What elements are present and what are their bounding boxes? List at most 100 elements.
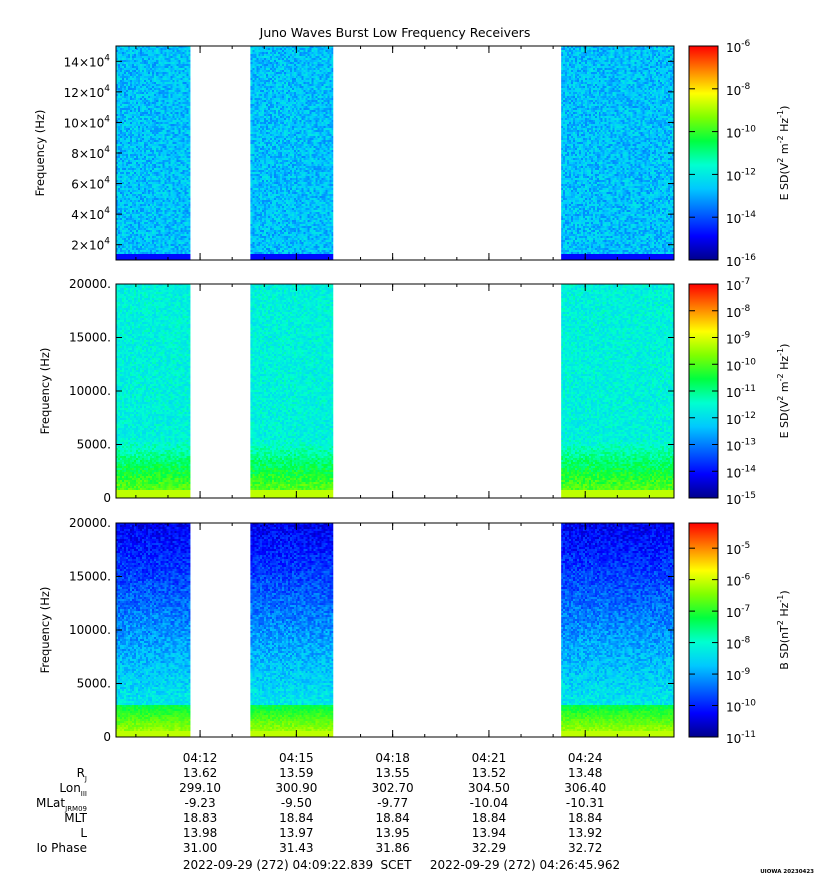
ephemeris-row-label: Io Phase xyxy=(36,841,87,855)
colorbar-middle: 10-7 10-8 10-9 10-10 10-11 10-12 10-13 10-14 10-… xyxy=(688,277,791,507)
colorbar-tick-label: 10-5 xyxy=(726,541,750,557)
colorbar-tick-label: 10-11 xyxy=(726,730,756,746)
colorbar-tick-label: 10-7 xyxy=(726,604,750,620)
ephemeris-value: 32.72 xyxy=(568,841,602,855)
spectrogram-segment-3 xyxy=(561,46,674,260)
ephemeris-row-label: MLT xyxy=(64,811,87,825)
time-tick-label: 04:12 xyxy=(183,751,218,765)
colorbar-tick-label: 10-12 xyxy=(726,411,756,427)
spectrogram-panel-bottom: 0 5000. 10000. 15000. 20000. Frequency (Hz) 10… xyxy=(38,516,791,746)
ephemeris-row-label: MLatJRM09 xyxy=(36,796,87,813)
y-tick-label: 20000. xyxy=(69,516,111,530)
ephemeris-value: 13.97 xyxy=(279,826,313,840)
ephemeris-row: RJ 13.62 13.59 13.55 13.52 13.48 xyxy=(77,766,603,783)
y-tick-label: 8×104 xyxy=(71,145,110,161)
ephemeris-value: 18.84 xyxy=(375,811,409,825)
y-tick-label: 14×104 xyxy=(64,53,111,69)
colorbar-tick-label: 10-10 xyxy=(726,125,756,141)
y-axis-label: Frequency (Hz) xyxy=(38,587,52,674)
ephemeris-value: -10.31 xyxy=(566,796,605,810)
ephemeris-value: 302.70 xyxy=(372,781,414,795)
colorbar-tick-label: 10-8 xyxy=(726,82,751,98)
ephemeris-value: 18.84 xyxy=(472,811,506,825)
ephemeris-value: -9.50 xyxy=(281,796,312,810)
ephemeris-value: 13.92 xyxy=(568,826,602,840)
colorbar-tick-label: 10-16 xyxy=(726,253,756,269)
ephemeris-value: 32.29 xyxy=(472,841,506,855)
ephemeris-value: 304.50 xyxy=(468,781,510,795)
spectrogram-panel-middle: 0 5000. 10000. 15000. 20000. Frequency (Hz) 10… xyxy=(38,277,791,507)
y-tick-label: 2×104 xyxy=(71,237,110,253)
ephemeris-row-label: L xyxy=(80,826,87,840)
y-tick-label: 15000. xyxy=(69,570,111,584)
colorbar-gradient xyxy=(688,45,719,261)
ephemeris-value: 13.59 xyxy=(279,766,313,780)
colorbar-tick-label: 10-9 xyxy=(726,667,751,683)
time-tick-label: 04:15 xyxy=(279,751,314,765)
colorbar-label: E SD(V2 m-2 Hz-1) xyxy=(776,344,791,439)
spectrogram-segment-2 xyxy=(250,46,334,260)
ephemeris-value: 13.95 xyxy=(375,826,409,840)
colorbar-gradient xyxy=(688,522,719,738)
spectrogram-segment-3 xyxy=(561,523,674,737)
colorbar-tick-label: 10-14 xyxy=(726,210,756,226)
colorbar-tick-label: 10-7 xyxy=(726,277,750,293)
ephemeris-table: RJ 13.62 13.59 13.55 13.52 13.48 LonIII 299.10 3… xyxy=(36,766,606,855)
ephemeris-row: MLT 18.83 18.84 18.84 18.84 18.84 xyxy=(64,811,602,825)
colorbar-top: 10-6 10-8 10-10 10-12 10-14 10-16 E SD(V2 m-2 … xyxy=(688,39,791,269)
ephemeris-value: 299.10 xyxy=(179,781,221,795)
colorbar-tick-label: 10-12 xyxy=(726,167,756,183)
y-tick-label: 0 xyxy=(103,730,111,744)
ephemeris-value: -9.23 xyxy=(185,796,216,810)
spectrogram-segment-1 xyxy=(116,523,191,737)
footer: 2022-09-29 (272) 04:09:22.839 SCET 2022-… xyxy=(183,858,814,875)
spectrogram-segment-3 xyxy=(561,284,674,498)
y-tick-label: 15000. xyxy=(69,331,111,345)
ephemeris-row: Io Phase 31.00 31.43 31.86 32.29 32.72 xyxy=(36,841,602,855)
ephemeris-value: 13.55 xyxy=(375,766,409,780)
y-tick-label: 0 xyxy=(103,491,111,505)
ephemeris-value: 300.90 xyxy=(275,781,317,795)
colorbar-label: B SD(nT2 Hz-1) xyxy=(776,590,791,669)
spectrogram-segment-2 xyxy=(250,284,334,498)
footer-scet-label: SCET xyxy=(381,858,413,872)
ephemeris-value: 306.40 xyxy=(564,781,606,795)
y-tick-label: 12×104 xyxy=(64,84,111,100)
ephemeris-row: MLatJRM09 -9.23 -9.50 -9.77 -10.04 -10.31 xyxy=(36,796,605,813)
footer-start-time: 2022-09-29 (272) 04:09:22.839 xyxy=(183,858,373,872)
ephemeris-value: 18.83 xyxy=(183,811,217,825)
colorbar-tick-label: 10-14 xyxy=(726,464,756,480)
ephemeris-row-label: RJ xyxy=(77,766,87,783)
ephemeris-value: 31.86 xyxy=(375,841,409,855)
time-tick-label: 04:18 xyxy=(375,751,410,765)
ephemeris-value: 13.94 xyxy=(472,826,506,840)
colorbar-tick-label: 10-10 xyxy=(726,699,756,715)
colorbar-label: E SD(V2 m-2 Hz-1) xyxy=(776,106,791,201)
spectrogram-panel-top: 2×104 4×104 6×104 8×104 10×104 12×104 14×104 Fr… xyxy=(33,39,791,269)
y-tick-label: 4×104 xyxy=(71,206,110,222)
ephemeris-value: 13.98 xyxy=(183,826,217,840)
colorbar-tick-label: 10-15 xyxy=(726,491,756,507)
y-tick-label: 10000. xyxy=(69,623,111,637)
time-tick-label: 04:24 xyxy=(568,751,603,765)
ephemeris-row-label: LonIII xyxy=(59,781,87,798)
footer-version-stamp: UIOWA 20230423 xyxy=(760,869,814,875)
time-axis: 04:12 04:15 04:18 04:21 04:24 xyxy=(183,751,603,765)
colorbar-tick-label: 10-13 xyxy=(726,438,756,454)
ephemeris-row: LonIII 299.10 300.90 302.70 304.50 306.40 xyxy=(59,781,606,798)
ephemeris-value: 13.52 xyxy=(472,766,506,780)
y-tick-label: 5000. xyxy=(77,677,111,691)
ephemeris-row: L 13.98 13.97 13.95 13.94 13.92 xyxy=(80,826,602,840)
ephemeris-value: 18.84 xyxy=(279,811,313,825)
ephemeris-value: 13.62 xyxy=(183,766,217,780)
colorbar-tick-label: 10-8 xyxy=(726,304,751,320)
y-tick-label: 5000. xyxy=(77,438,111,452)
spectrogram-segment-1 xyxy=(116,46,191,260)
y-axis-label: Frequency (Hz) xyxy=(38,348,52,435)
colorbar-bottom: 10-5 10-6 10-7 10-8 10-9 10-10 10-11 B SD(nT2 H… xyxy=(688,522,791,746)
spectrogram-segment-1 xyxy=(116,284,191,498)
colorbar-tick-label: 10-6 xyxy=(726,39,751,55)
time-tick-label: 04:21 xyxy=(472,751,507,765)
y-tick-label: 6×104 xyxy=(71,176,110,192)
footer-end-time: 2022-09-29 (272) 04:26:45.962 xyxy=(430,858,620,872)
